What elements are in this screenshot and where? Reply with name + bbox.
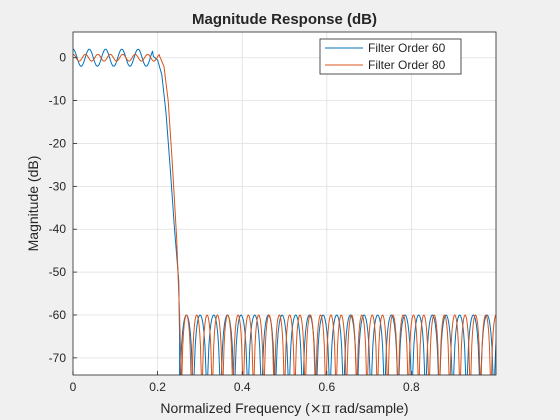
series-group: [73, 48, 496, 375]
y-tick-label: -20: [49, 136, 67, 150]
x-axis-label: Normalized Frequency (×π rad/sample): [160, 400, 408, 417]
y-tick-label: -60: [49, 308, 67, 322]
chart-title: Magnitude Response (dB): [192, 11, 377, 28]
x-tick-label: 0.2: [149, 380, 166, 394]
y-axis-label: Magnitude (dB): [25, 156, 41, 252]
y-tick-label: -10: [49, 94, 67, 108]
legend: Filter Order 60 Filter Order 80: [319, 38, 462, 75]
legend-label-order-60: Filter Order 60: [368, 41, 446, 55]
y-tick-label: 0: [59, 51, 66, 65]
x-tick-label: 0.4: [234, 380, 251, 394]
y-tick-label: -70: [49, 351, 67, 365]
x-axis-label-pi: ×π: [310, 401, 331, 417]
axes-box: [72, 31, 497, 376]
series-line-order-80: [73, 53, 496, 375]
y-tick-label: -30: [49, 179, 67, 193]
y-tick-label: -50: [49, 265, 67, 279]
x-axis-label-suffix: rad/sample): [331, 400, 409, 416]
y-tick-label: -40: [49, 222, 67, 236]
grid-lines: [73, 32, 496, 375]
x-tick-label: 0: [70, 380, 77, 394]
ticks: 0 0.2 0.4 0.6 0.8 0 -10 -20 -30 -40 -50 -60 -70: [49, 51, 420, 394]
legend-box: [319, 38, 462, 75]
x-axis-label-prefix: Normalized Frequency (: [160, 400, 310, 416]
legend-label-order-80: Filter Order 80: [368, 58, 446, 72]
x-tick-label: 0.8: [403, 380, 420, 394]
x-tick-label: 0.6: [318, 380, 335, 394]
